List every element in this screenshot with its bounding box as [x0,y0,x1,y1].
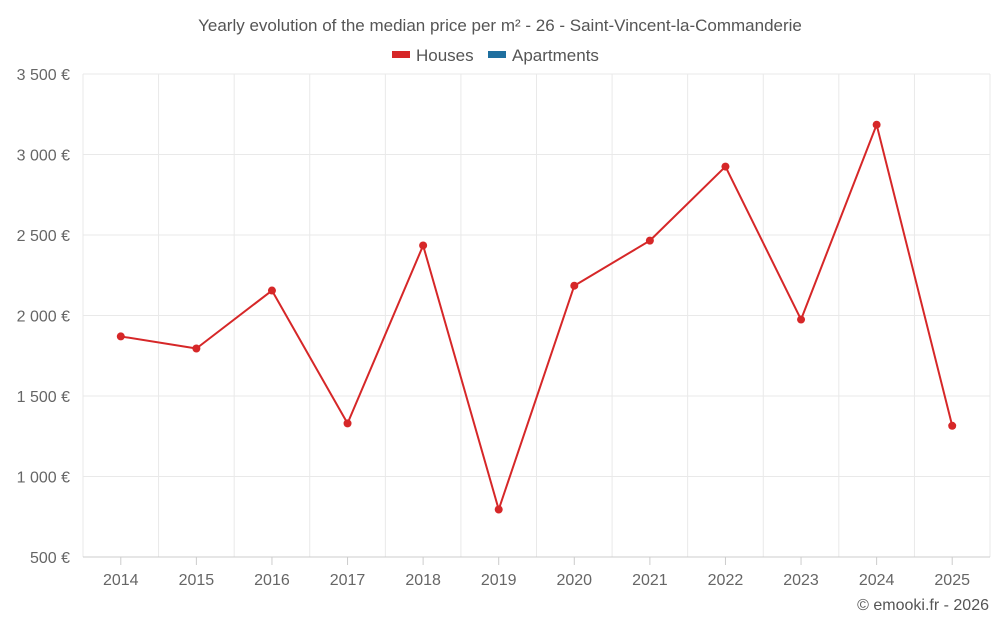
legend-label-houses[interactable]: Houses [416,46,474,65]
data-point-houses-2018[interactable] [419,241,428,250]
x-tick-label: 2022 [708,572,744,589]
x-tick-label: 2018 [405,572,441,589]
x-tick-label: 2014 [103,572,139,589]
x-tick-label: 2023 [783,572,819,589]
x-tick-label: 2020 [556,572,592,589]
data-point-houses-2014[interactable] [116,332,125,341]
y-tick-label: 1 500 € [17,389,70,406]
legend-swatch-houses [392,51,410,58]
legend-swatch-apartments [488,51,506,58]
chart-title: Yearly evolution of the median price per… [198,16,802,35]
legend: Houses Apartments [392,46,599,65]
x-gridlines [82,74,991,557]
y-tick-label: 3 000 € [17,148,70,165]
y-axis-ticks: 500 € 1 000 € 1 500 € 2 000 € 2 500 € 3 000 €… [17,67,70,567]
data-point-houses-2019[interactable] [494,505,503,514]
x-tick-label: 2015 [179,572,215,589]
x-tick-label: 2025 [934,572,970,589]
legend-label-apartments[interactable]: Apartments [512,46,599,65]
x-tick-label: 2019 [481,572,517,589]
data-point-houses-2023[interactable] [797,315,806,324]
x-tick-label: 2024 [859,572,895,589]
x-tick-label: 2021 [632,572,668,589]
data-point-houses-2020[interactable] [570,281,579,290]
x-axis-ticks: 2014 2015 2016 2017 2018 2019 2020 2021 2022 2023… [103,557,970,589]
x-tick-label: 2016 [254,572,290,589]
x-tick-label: 2017 [330,572,366,589]
data-point-houses-2015[interactable] [192,344,201,353]
data-point-houses-2022[interactable] [721,162,730,171]
y-tick-label: 3 500 € [17,67,70,84]
y-tick-label: 1 000 € [17,470,70,487]
data-point-houses-2017[interactable] [343,419,352,428]
y-tick-label: 500 € [30,550,70,567]
data-point-houses-2025[interactable] [948,421,957,430]
series-points [116,120,957,514]
series-lines [120,123,954,511]
y-tick-label: 2 000 € [17,309,70,326]
data-point-houses-2021[interactable] [645,236,654,245]
y-tick-label: 2 500 € [17,228,70,245]
series-line-houses [120,123,954,511]
data-point-houses-2024[interactable] [872,120,881,129]
credit-text: © emooki.fr - 2026 [857,597,989,614]
data-point-houses-2016[interactable] [267,286,276,295]
